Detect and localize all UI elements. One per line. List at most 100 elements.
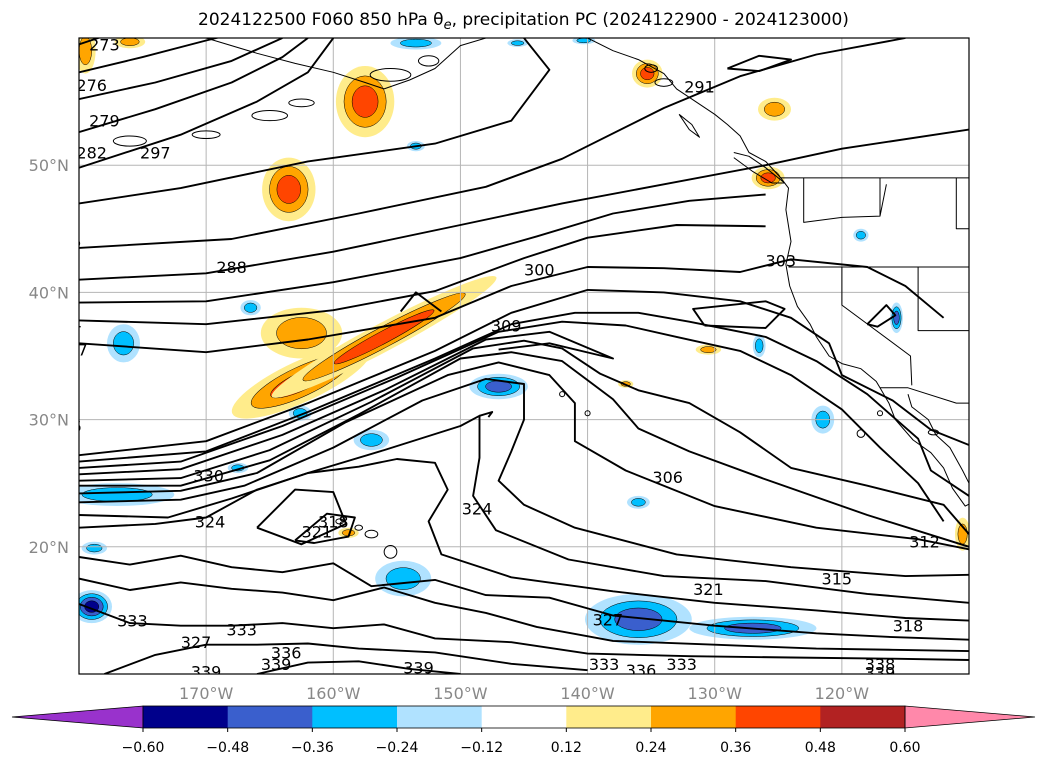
contour-label: 306 <box>51 417 82 436</box>
contour-label: 273 <box>89 35 120 54</box>
theta-e-contour <box>79 311 969 497</box>
theta-e-contour <box>79 458 969 622</box>
precip-level <box>351 85 379 118</box>
contour-label: 315 <box>822 570 853 589</box>
contour-label: 297 <box>57 341 88 360</box>
negative-precip-anomaly <box>853 228 869 242</box>
theta-e-contour <box>79 554 969 641</box>
positive-precip-anomaly <box>271 275 497 398</box>
contour-label: 324 <box>462 500 493 519</box>
lon-tick-label: 170°W <box>179 684 234 703</box>
coastline <box>803 177 881 223</box>
contour-label: 282 <box>76 144 107 163</box>
negative-precip-anomaly <box>585 593 692 645</box>
theta-e-contour <box>79 38 283 101</box>
theta-e-contour <box>399 291 442 313</box>
lat-tick-label: 20°N <box>29 538 69 557</box>
precip-level <box>700 346 717 353</box>
precip-level <box>81 487 153 502</box>
contour-label: 288 <box>216 258 247 277</box>
contour-label: 336 <box>271 643 302 662</box>
lat-tick-label: 30°N <box>29 411 69 430</box>
contour-label: 291 <box>684 77 715 96</box>
contour-label: 333 <box>589 655 620 674</box>
coastline <box>678 113 700 138</box>
precip-level <box>400 38 432 48</box>
colorbar-segment <box>481 706 567 728</box>
theta-e-contour <box>79 603 969 661</box>
colorbar: −0.60 −0.48 −0.36 −0.24 −0.12 0.12 0.24 0.36 0.4… <box>11 705 1036 756</box>
theta-e-contour <box>294 512 356 544</box>
coastline <box>917 267 969 332</box>
precip-level <box>360 433 383 447</box>
precip-level <box>333 309 435 365</box>
precip-level <box>760 172 776 184</box>
island-outline <box>288 98 315 108</box>
contour-label: 339 <box>261 655 292 674</box>
contour-label: 338 <box>865 655 896 674</box>
theta-e-contour <box>79 38 551 205</box>
island-outline <box>369 68 412 82</box>
precipitation-shading <box>79 38 969 645</box>
precip-level <box>855 231 866 240</box>
contour-label: 279 <box>89 112 120 131</box>
precip-level <box>764 101 785 117</box>
theta-e-contour <box>79 38 102 46</box>
theta-e-contour <box>479 411 494 418</box>
island-outline <box>112 135 147 147</box>
contour-label: 327 <box>181 633 212 652</box>
lon-tick-label: 160°W <box>306 684 361 703</box>
contour-label: 339 <box>865 664 896 683</box>
contour-label: 333 <box>666 655 697 674</box>
contour-label: 333 <box>226 621 257 640</box>
negative-precip-anomaly <box>890 302 903 334</box>
negative-precip-anomaly <box>752 334 766 358</box>
contour-label: 336 <box>626 661 657 680</box>
positive-precip-anomaly <box>262 157 316 222</box>
coastline <box>880 387 969 404</box>
contour-label: 321 <box>693 580 724 599</box>
island-outline <box>584 410 591 417</box>
theta-e-contour <box>79 224 766 326</box>
positive-precip-anomaly <box>751 166 785 190</box>
coastline <box>955 177 969 230</box>
theta-e-contour <box>79 288 969 457</box>
theta-e-contour <box>256 660 461 674</box>
theta-e-contour <box>79 38 221 74</box>
theta-e-contour <box>256 488 347 546</box>
island-outline <box>559 391 566 398</box>
colorbar-extend-high <box>904 705 1036 729</box>
colorbar-tick-label: 0.60 <box>889 740 920 756</box>
island-outline <box>383 545 398 559</box>
theta-e-contour <box>692 300 786 329</box>
contour-label: 297 <box>140 144 171 163</box>
title-suffix: , precipitation PC (2024122900 - 2024123… <box>451 10 849 30</box>
theta-e-contour <box>866 304 897 328</box>
contour-label: 321 <box>302 523 333 542</box>
precip-level <box>113 331 134 356</box>
colorbar-segment <box>566 706 652 728</box>
colorbar-tick-label: 0.48 <box>805 740 836 756</box>
contour-label: 339 <box>403 659 434 678</box>
plot-frame <box>78 37 970 675</box>
coastline <box>587 38 969 507</box>
contour-label: 318 <box>318 512 349 531</box>
contour-labels: 273 276 279 282 285 288 291 294 297 297 300 303 306 3… <box>51 35 940 683</box>
colorbar-tick-label: −0.60 <box>122 740 165 756</box>
coastline <box>733 152 786 184</box>
colorbar-tick-label: −0.24 <box>376 740 419 756</box>
contour-label: 309 <box>491 317 522 336</box>
contour-label: 294 <box>51 315 82 334</box>
plot-background <box>79 38 969 674</box>
colorbar-segment <box>143 706 229 728</box>
precip-level <box>120 38 140 46</box>
positive-precip-anomaly <box>632 59 663 88</box>
theta-e-contour <box>727 54 792 73</box>
precip-level <box>511 40 525 46</box>
positive-precip-anomaly <box>338 527 359 538</box>
coastline <box>841 267 913 386</box>
contour-label: 300 <box>524 261 555 280</box>
precip-level <box>631 498 646 507</box>
contour-label: 327 <box>593 610 624 629</box>
